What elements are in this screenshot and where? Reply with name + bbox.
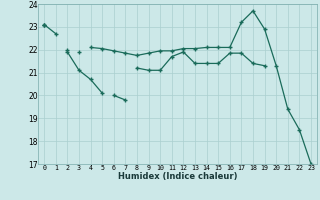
X-axis label: Humidex (Indice chaleur): Humidex (Indice chaleur) <box>118 172 237 181</box>
